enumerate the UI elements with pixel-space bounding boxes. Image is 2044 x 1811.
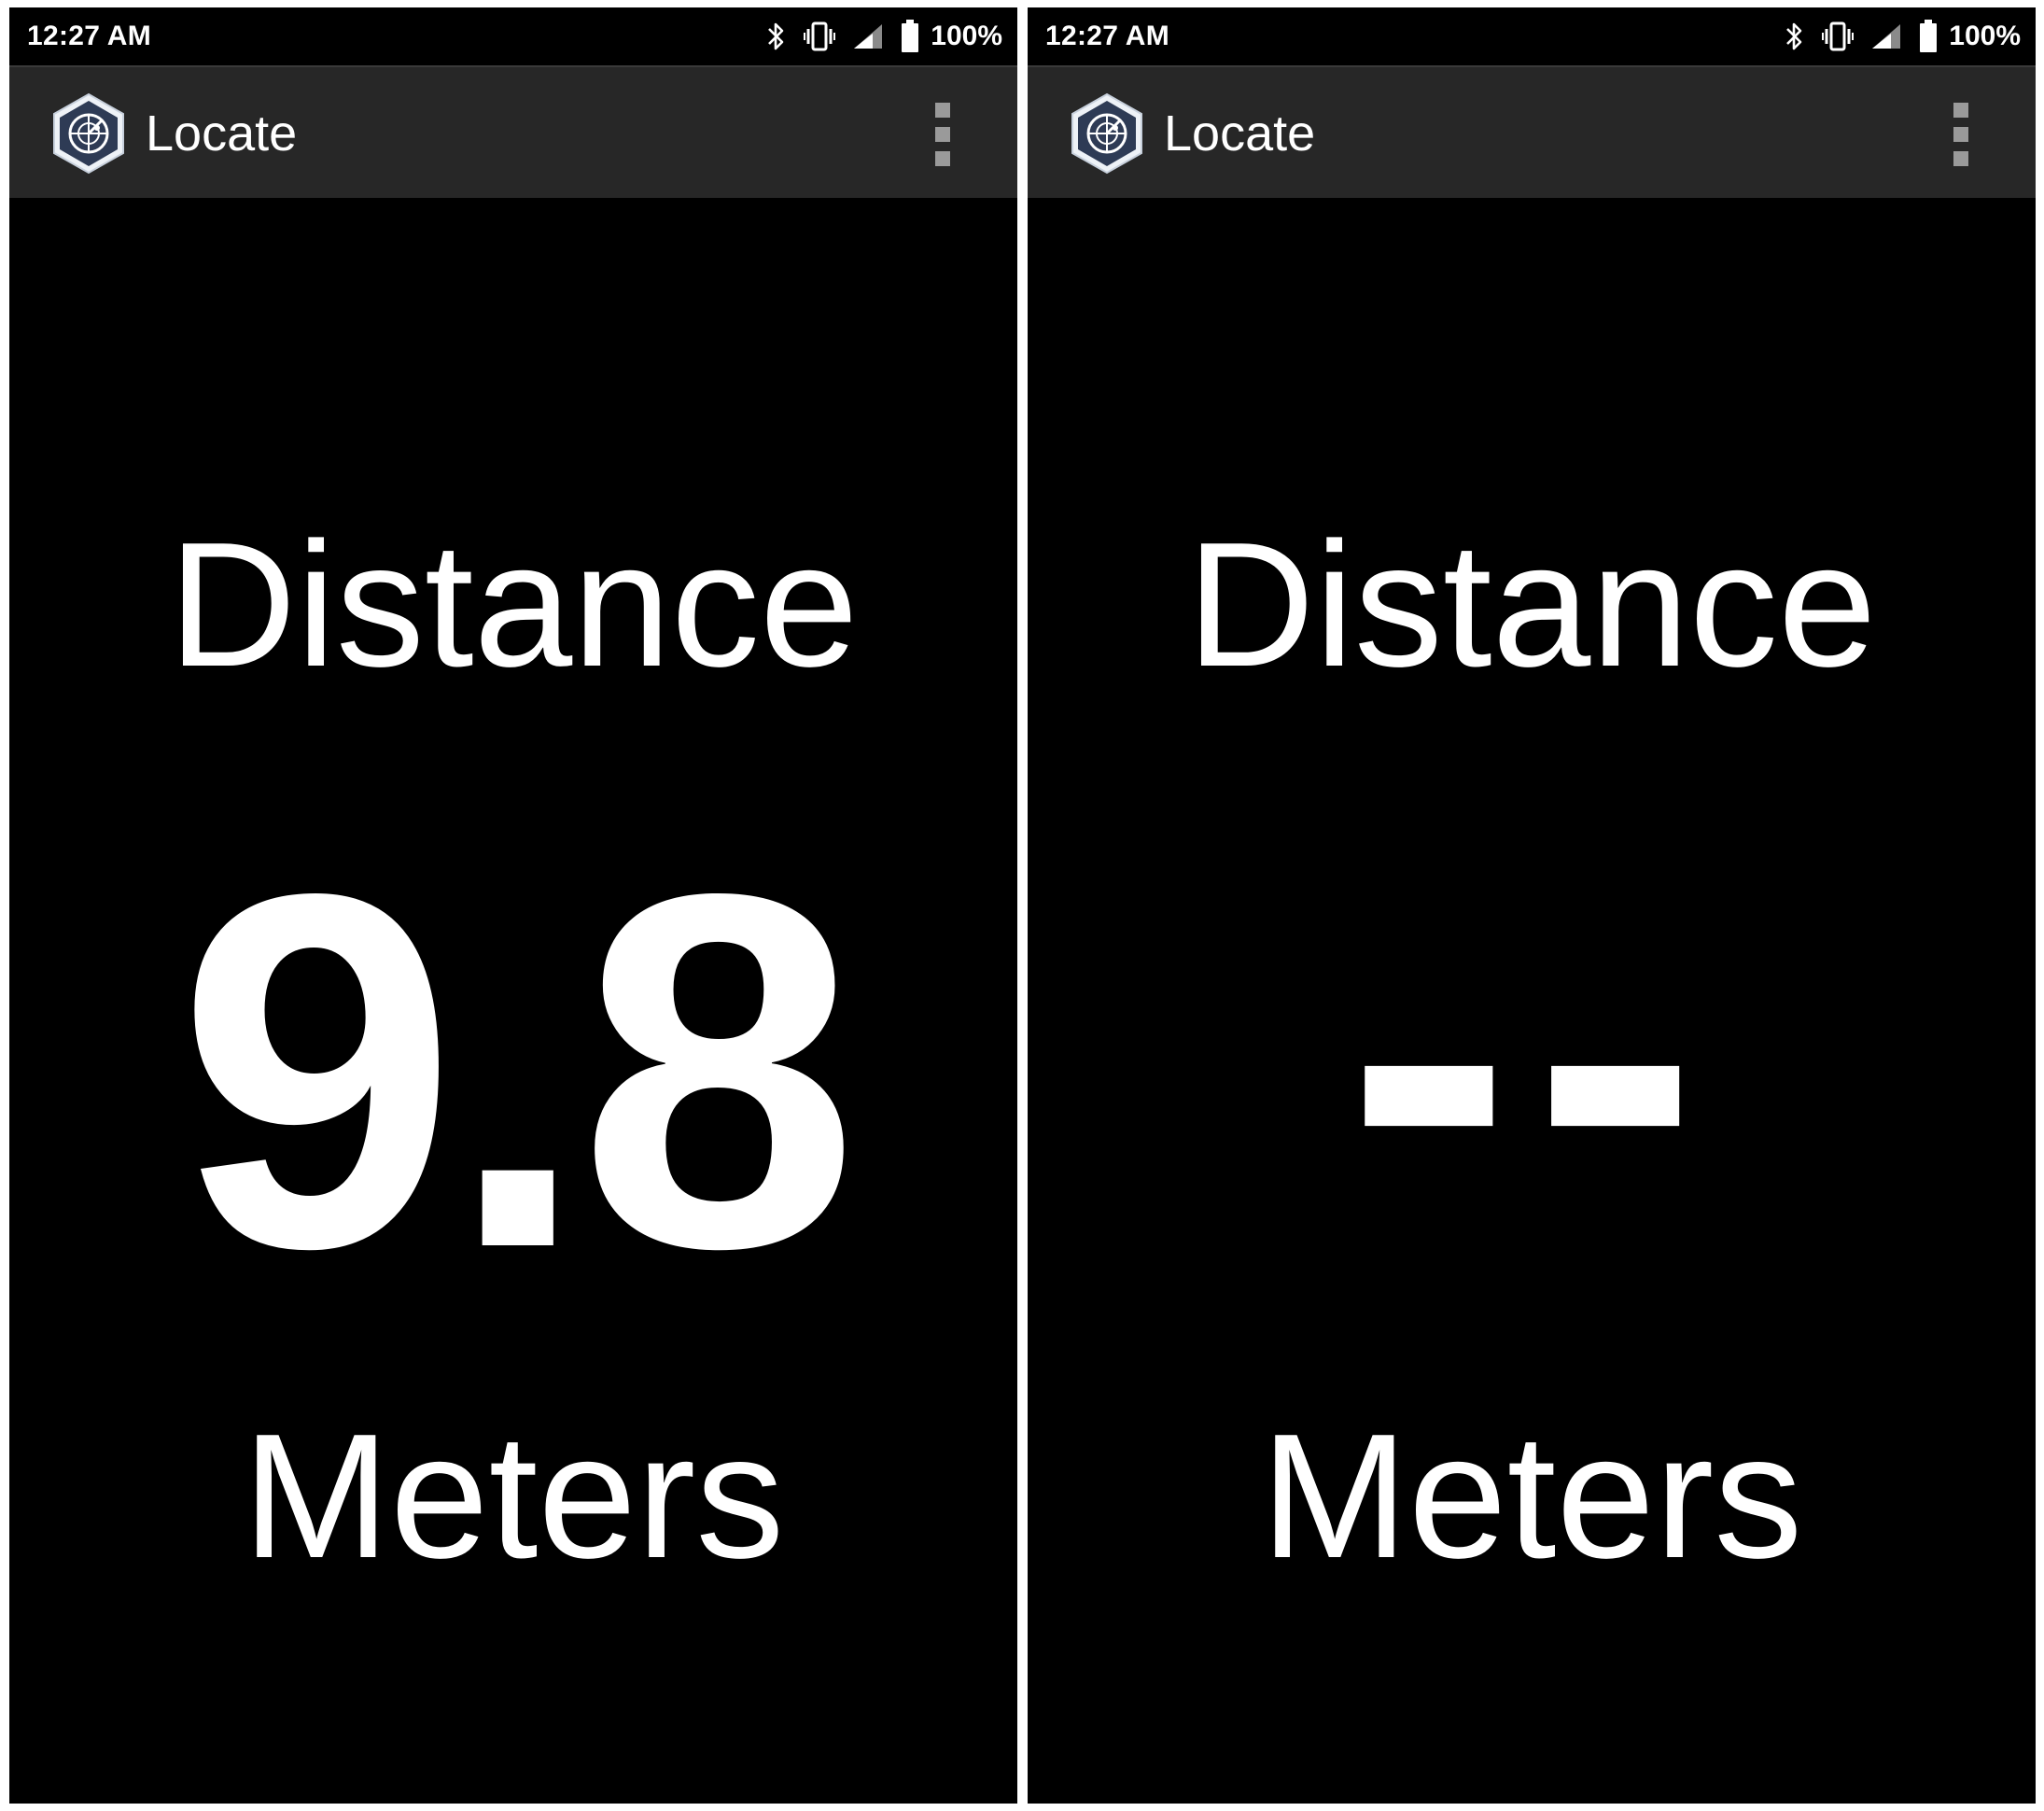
app-bar: Locate (1028, 65, 2036, 198)
bluetooth-icon (1785, 21, 1805, 52)
battery-icon (901, 20, 919, 53)
battery-icon (1919, 20, 1938, 53)
battery-percentage: 100% (931, 21, 1002, 51)
status-icons: 100% (749, 17, 1002, 56)
distance-value: 9.8 (176, 790, 860, 1353)
radar-hexagon-icon (49, 91, 129, 176)
unit-label: Meters (1260, 1397, 1803, 1595)
phone-screen-left: 12:27 AM 100% (9, 7, 1017, 1804)
status-bar: 12:27 AM 100% (9, 7, 1017, 65)
vibrate-icon (1822, 21, 1855, 52)
bluetooth-icon (766, 21, 787, 52)
vibrate-icon (804, 21, 836, 52)
signal-icon (852, 22, 884, 50)
distance-label: Distance (1186, 506, 1877, 704)
battery-percentage: 100% (1949, 21, 2021, 51)
distance-value: -- (1345, 771, 1718, 1334)
status-time: 12:27 AM (1045, 21, 1170, 51)
status-time: 12:27 AM (27, 21, 152, 51)
overflow-menu-icon[interactable] (933, 103, 952, 166)
status-bar: 12:27 AM 100% (1028, 7, 2036, 65)
status-icons: 100% (1768, 17, 2021, 56)
overflow-menu-icon[interactable] (1952, 103, 1970, 166)
app-title: Locate (146, 105, 298, 161)
phone-screen-right: 12:27 AM 100% (1028, 7, 2036, 1804)
signal-icon (1870, 22, 1902, 50)
distance-label: Distance (168, 506, 859, 704)
radar-hexagon-icon (1067, 91, 1147, 176)
unit-label: Meters (242, 1397, 785, 1595)
app-bar: Locate (9, 65, 1017, 198)
app-title: Locate (1164, 105, 1316, 161)
